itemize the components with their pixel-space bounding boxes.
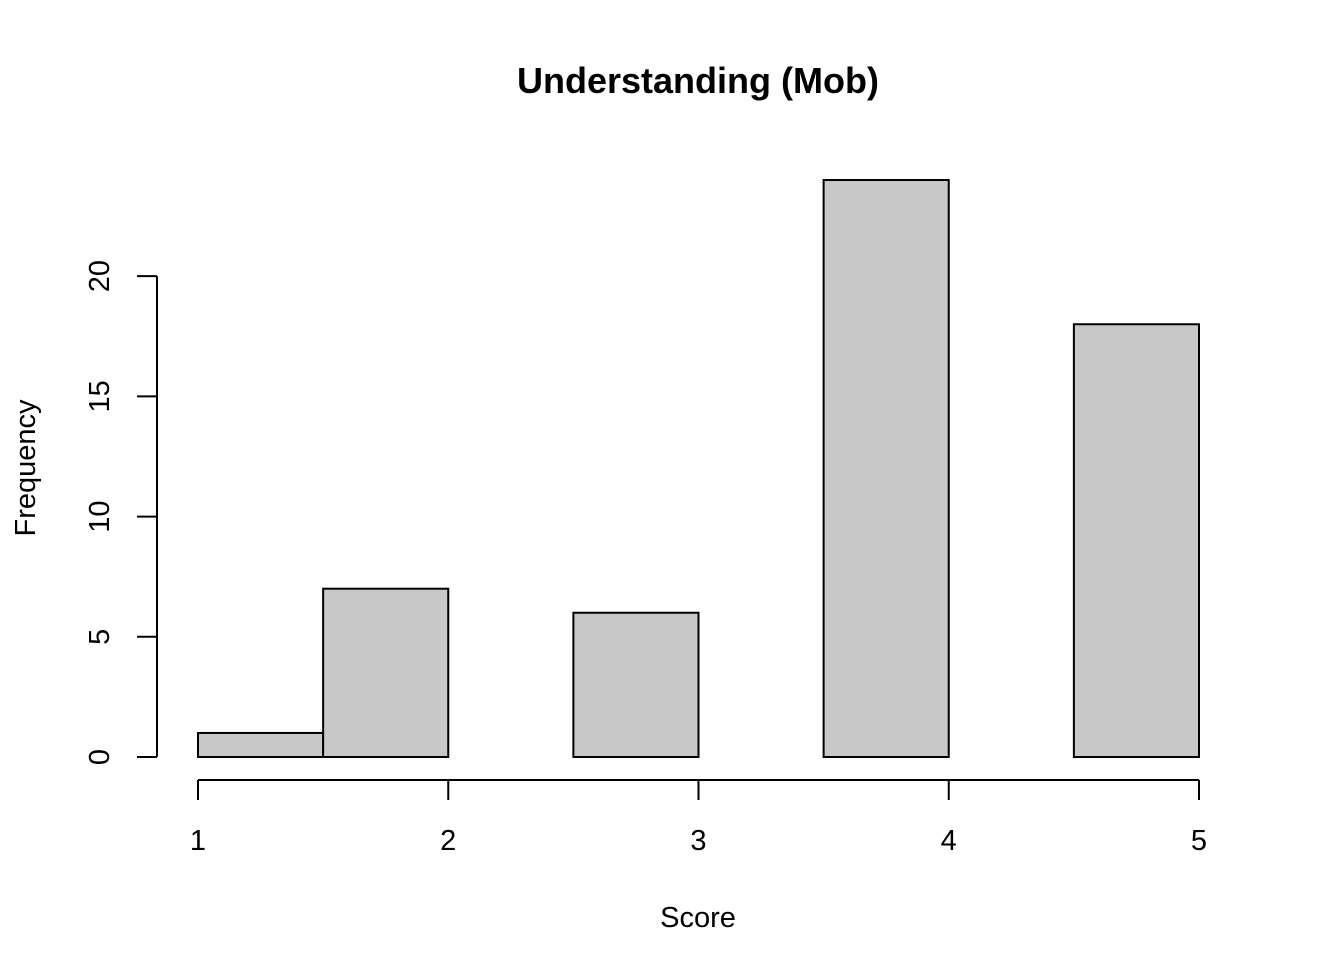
x-tick-label-4: 4 — [941, 825, 957, 857]
bars-group — [197, 179, 1200, 758]
bar-5 — [822, 179, 950, 758]
bar-0 — [197, 731, 325, 758]
x-axis-label: Score — [660, 902, 736, 934]
bar-7 — [1072, 323, 1200, 758]
chart-title: Understanding (Mob) — [517, 60, 879, 101]
bar-1 — [322, 587, 450, 758]
x-tick-label-1: 1 — [190, 825, 206, 857]
y-tick-label-0: 0 — [84, 749, 116, 765]
y-tick-label-20: 20 — [84, 260, 116, 292]
y-axis-label: Frequency — [10, 399, 42, 537]
x-tick-label-2: 2 — [440, 825, 456, 857]
y-tick-label-15: 15 — [84, 380, 116, 412]
y-tick-label-5: 5 — [84, 629, 116, 645]
bar-3 — [572, 611, 700, 758]
x-tick-label-5: 5 — [1191, 825, 1207, 857]
x-tick-label-3: 3 — [690, 825, 706, 857]
y-axis: 0 5 10 15 20 — [84, 260, 158, 765]
y-tick-label-10: 10 — [84, 500, 116, 532]
x-axis: 1 2 3 4 5 — [190, 779, 1207, 857]
